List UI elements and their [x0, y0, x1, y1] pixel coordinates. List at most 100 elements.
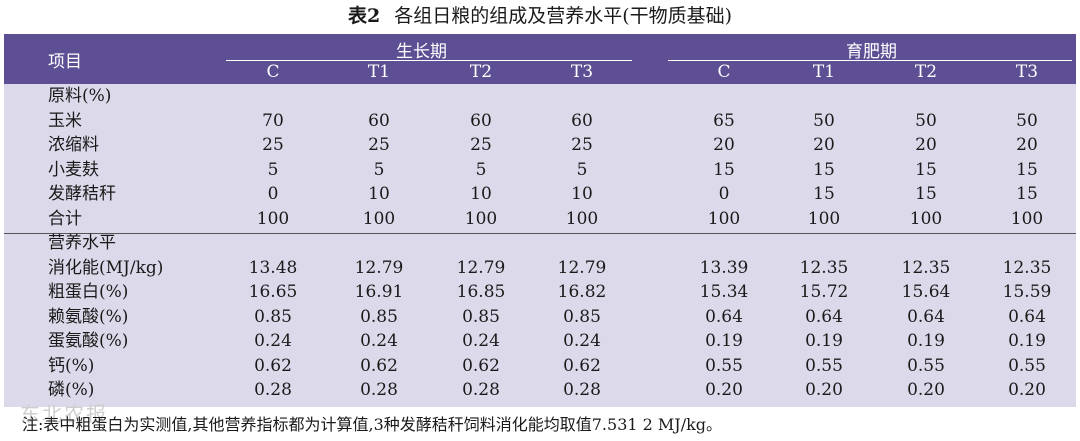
table-cell: 15: [915, 184, 937, 204]
table-cell: 50: [813, 110, 835, 131]
section-title-row: 营养水平: [4, 231, 1076, 256]
table-cell: 70: [262, 110, 284, 131]
column-header: T2: [469, 62, 493, 82]
table-cell: 13.48: [248, 257, 298, 278]
row-label: 赖氨酸(%): [48, 306, 129, 327]
table-cell: 15: [1016, 184, 1038, 204]
table-cell: 0.28: [360, 380, 398, 400]
table-cell: 60: [368, 110, 390, 131]
table-cell: 0.19: [805, 331, 843, 351]
row-label: 磷(%): [48, 380, 95, 400]
table-cell: 10: [368, 184, 390, 204]
table-cell: 15.72: [799, 282, 849, 302]
section-title: 营养水平: [48, 233, 116, 253]
table-cell: 65: [713, 110, 735, 131]
watermark: 东北农报: [20, 402, 108, 426]
column-header: T1: [367, 62, 391, 82]
row-label: 蛋氨酸(%): [48, 331, 129, 351]
table-cell: 25: [368, 135, 390, 155]
table-row: 合计 100 100 100 100 100 100 100 100: [4, 207, 1076, 232]
table-cell: 12.35: [901, 257, 951, 278]
table-cell: 100: [807, 208, 841, 229]
column-header: T3: [1015, 62, 1039, 82]
table-cell: 16.65: [248, 282, 298, 302]
table-cell: 15: [1016, 159, 1038, 180]
header-group-growth: 生长期: [396, 42, 447, 62]
row-label: 消化能(MJ/kg): [48, 257, 164, 278]
table-cell: 20: [1016, 135, 1038, 155]
row-label: 浓缩料: [48, 135, 99, 155]
table-cell: 0.64: [705, 306, 743, 327]
table-cell: 0.20: [907, 380, 945, 400]
table-cell: 0.24: [360, 331, 398, 351]
table-cell: 50: [915, 110, 937, 131]
table-cell: 0.85: [254, 306, 292, 327]
table-cell: 0.28: [254, 380, 292, 400]
table-cell: 5: [475, 159, 487, 180]
table-row: 消化能(MJ/kg) 13.48 12.79 12.79 12.79 13.39 12.35…: [4, 256, 1076, 281]
table-cell: 0.19: [705, 331, 743, 351]
table-cell: 0.55: [805, 355, 843, 376]
table-cell: 15.64: [901, 282, 951, 302]
table-cell: 100: [565, 208, 599, 229]
table-cell: 0.55: [705, 355, 743, 376]
table-cell: 0.20: [1008, 380, 1046, 400]
table-cell: 0.85: [360, 306, 398, 327]
table-cell: 0.24: [563, 331, 601, 351]
table-cell: 0.62: [563, 355, 601, 376]
column-header: C: [717, 62, 731, 82]
table-cell: 0.19: [1008, 331, 1046, 351]
table-cell: 5: [267, 159, 279, 180]
finishing-header-rule: [668, 60, 1072, 61]
table-cell: 100: [464, 208, 498, 229]
table-number: 表2: [347, 5, 381, 27]
table-cell: 0.28: [563, 380, 601, 400]
table-cell: 15: [713, 159, 735, 180]
table-cell: 15.59: [1002, 282, 1052, 302]
table-cell: 0: [267, 184, 279, 204]
table-cell: 100: [362, 208, 396, 229]
column-header: T3: [570, 62, 594, 82]
table-cell: 100: [256, 208, 290, 229]
table-cell: 12.79: [354, 257, 404, 278]
header-item-label: 项目: [48, 52, 82, 72]
table-cell: 100: [1010, 208, 1044, 229]
table-row: 蛋氨酸(%) 0.24 0.24 0.24 0.24 0.19 0.19 0.19 0.19: [4, 329, 1076, 354]
table-row: 发酵秸秆 0 10 10 10 0 15 15 15: [4, 182, 1076, 207]
table-cell: 100: [909, 208, 943, 229]
table-cell: 0.62: [254, 355, 292, 376]
table-cell: 0.64: [907, 306, 945, 327]
table-cell: 0.64: [805, 306, 843, 327]
table-cell: 0.24: [254, 331, 292, 351]
table-cell: 20: [813, 135, 835, 155]
table-cell: 0.62: [462, 355, 500, 376]
table-cell: 16.85: [456, 282, 506, 302]
row-label: 钙(%): [48, 355, 95, 376]
table-cell: 0.28: [462, 380, 500, 400]
column-header: T2: [914, 62, 938, 82]
table-cell: 5: [373, 159, 385, 180]
section-title-row: 原料(%): [4, 84, 1076, 109]
table-caption: 表2 各组日粮的组成及营养水平(干物质基础): [0, 0, 1080, 34]
table-note: 注:表中粗蛋白为实测值,其他营养指标都为计算值,3种发酵秸秆饲料消化能均取值7.…: [22, 415, 723, 434]
nutrition-table: 项目 生长期 育肥期 C T1 T2 T3 C T1 T2 T3 原料(%) 玉米 70 60 60 6…: [4, 34, 1076, 407]
table-cell: 12.35: [799, 257, 849, 278]
table-cell: 25: [262, 135, 284, 155]
table-cell: 25: [571, 135, 593, 155]
table-cell: 20: [915, 135, 937, 155]
column-header: T1: [812, 62, 836, 82]
growth-header-rule: [226, 60, 632, 61]
table-cell: 100: [707, 208, 741, 229]
table-cell: 10: [470, 184, 492, 204]
row-label: 小麦麸: [48, 159, 99, 180]
table-row: 钙(%) 0.62 0.62 0.62 0.62 0.55 0.55 0.55 0.55: [4, 354, 1076, 379]
table-cell: 0: [718, 184, 730, 204]
table-cell: 16.82: [557, 282, 607, 302]
table-row: 赖氨酸(%) 0.85 0.85 0.85 0.85 0.64 0.64 0.64 0.64: [4, 305, 1076, 330]
table-cell: 13.39: [699, 257, 749, 278]
table-row: 小麦麸 5 5 5 5 15 15 15 15: [4, 158, 1076, 183]
table-cell: 0.62: [360, 355, 398, 376]
table-cell: 12.35: [1002, 257, 1052, 278]
section-title: 原料(%): [48, 86, 112, 106]
table-cell: 0.24: [462, 331, 500, 351]
